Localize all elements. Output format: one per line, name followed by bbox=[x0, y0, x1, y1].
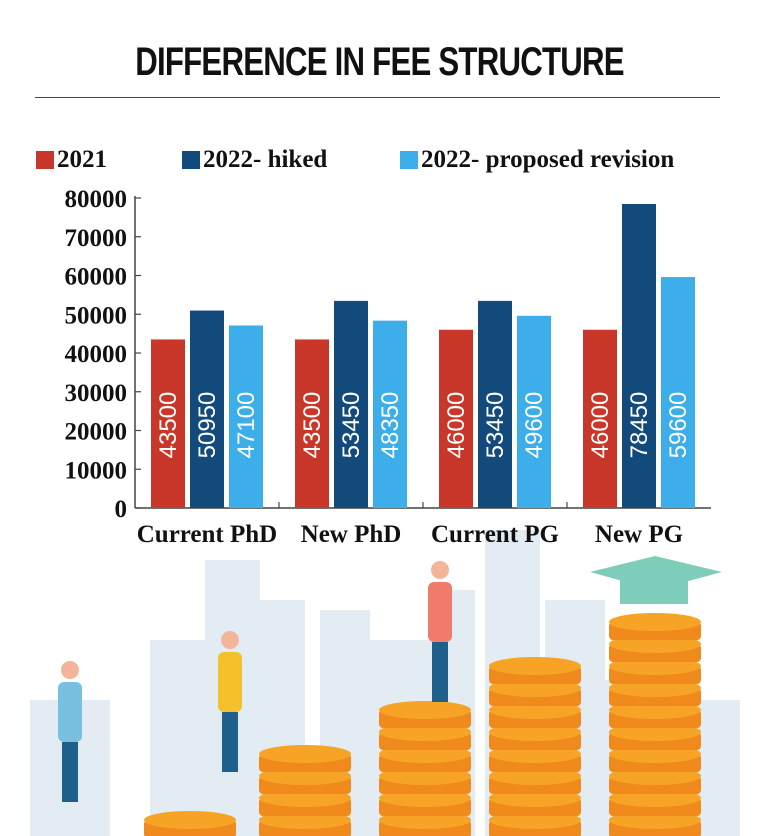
y-tick-label: 50000 bbox=[65, 302, 128, 329]
chart-title: DIFFERENCE IN FEE STRUCTURE bbox=[135, 40, 624, 84]
bar-data-label: 46000 bbox=[587, 392, 614, 459]
coin-top bbox=[144, 811, 236, 829]
graduation-cap-icon bbox=[590, 556, 722, 590]
skyline-building bbox=[150, 640, 210, 836]
y-tick-label: 60000 bbox=[65, 264, 128, 291]
bar-new-phd-1 bbox=[334, 300, 368, 508]
bar-new-phd-0 bbox=[295, 339, 329, 508]
legend-label: 2022- hiked bbox=[203, 146, 328, 173]
x-tick-label: Current PG bbox=[431, 521, 559, 548]
legend-item-2022-proposed: 2022- proposed revision bbox=[400, 146, 674, 174]
bar-data-label: 48350 bbox=[377, 392, 404, 459]
person-legs bbox=[432, 642, 448, 702]
person-head bbox=[61, 661, 79, 679]
bar-current-phd-0 bbox=[151, 339, 185, 508]
x-tick-label: Current PhD bbox=[137, 521, 278, 548]
bar-new-pg-1 bbox=[622, 204, 656, 508]
legend-swatch bbox=[36, 151, 54, 169]
y-tick-label: 20000 bbox=[65, 419, 128, 446]
legend-item-2021: 2021 bbox=[36, 146, 107, 174]
coin-top bbox=[259, 745, 351, 763]
legend-swatch bbox=[182, 151, 200, 169]
bar-data-label: 53450 bbox=[338, 392, 365, 459]
bar-new-pg-0 bbox=[583, 329, 617, 508]
bar-data-label: 49600 bbox=[521, 392, 548, 459]
person-body bbox=[218, 652, 242, 712]
bar-data-label: 78450 bbox=[626, 392, 653, 459]
bar-current-phd-2 bbox=[229, 325, 263, 508]
person-body bbox=[58, 682, 82, 742]
y-tick-label: 80000 bbox=[65, 186, 128, 213]
bar-current-pg-0 bbox=[439, 329, 473, 508]
bar-data-label: 43500 bbox=[299, 392, 326, 459]
bar-new-phd-2 bbox=[373, 320, 407, 508]
graduation-cap-icon bbox=[620, 578, 688, 604]
legend-label: 2021 bbox=[57, 146, 107, 173]
bar-data-label: 47100 bbox=[233, 392, 260, 459]
person-body bbox=[428, 582, 452, 642]
y-tick-label: 40000 bbox=[65, 341, 128, 368]
bar-data-label: 46000 bbox=[443, 392, 470, 459]
title-divider bbox=[35, 97, 720, 98]
person-head bbox=[431, 561, 449, 579]
bar-new-pg-2 bbox=[661, 277, 695, 508]
legend-label: 2022- proposed revision bbox=[421, 146, 675, 173]
person-legs bbox=[62, 742, 78, 802]
bar-current-pg-2 bbox=[517, 315, 551, 508]
person-head bbox=[221, 631, 239, 649]
x-tick-label: New PhD bbox=[301, 521, 402, 548]
coin-top bbox=[489, 657, 581, 675]
person-legs bbox=[222, 712, 238, 772]
coin-top bbox=[379, 701, 471, 719]
y-tick-label: 0 bbox=[115, 496, 128, 523]
bar-current-pg-1 bbox=[478, 300, 512, 508]
bar-current-phd-1 bbox=[190, 310, 224, 508]
bar-data-label: 53450 bbox=[482, 392, 509, 459]
x-tick-label: New PG bbox=[595, 521, 683, 548]
bar-data-label: 43500 bbox=[155, 392, 182, 459]
bar-data-label: 50950 bbox=[194, 392, 221, 459]
bar-data-label: 59600 bbox=[665, 392, 692, 459]
legend-item-2022-hiked: 2022- hiked bbox=[182, 146, 327, 174]
y-tick-label: 30000 bbox=[65, 380, 128, 407]
coin-top bbox=[609, 613, 701, 631]
y-tick-label: 70000 bbox=[65, 225, 128, 252]
y-tick-label: 10000 bbox=[65, 457, 128, 484]
legend-swatch bbox=[400, 151, 418, 169]
